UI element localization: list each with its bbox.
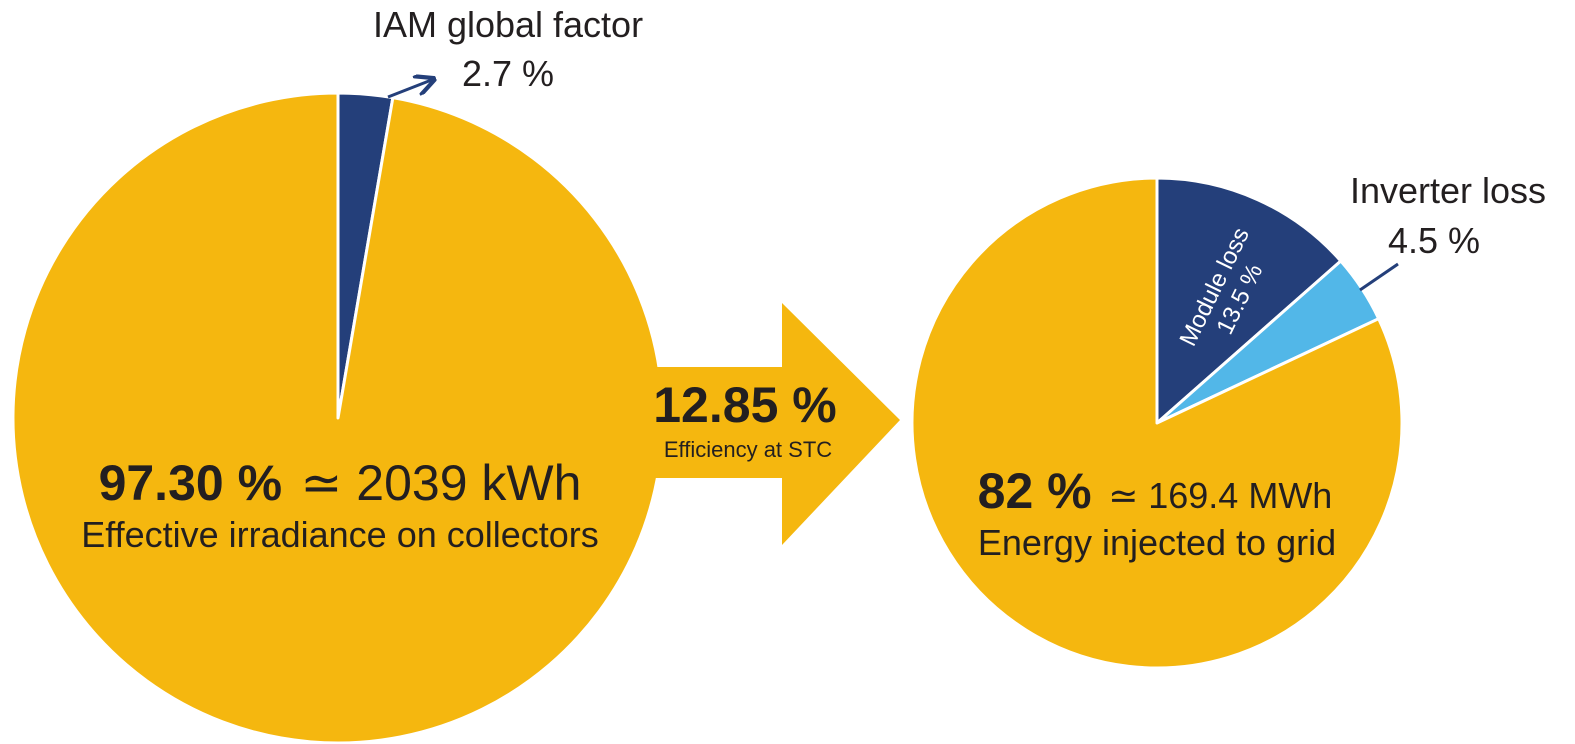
inverter-value: 4.5 % <box>1388 220 1480 261</box>
module-loss-slice <box>1155 176 1343 425</box>
inverter-title: Inverter loss <box>1350 170 1546 211</box>
left-main-approx: ≃ 2039 kWh <box>301 455 582 511</box>
grid-energy-slice <box>910 176 1404 670</box>
right-main-percent: 82 % <box>978 463 1092 519</box>
effective-irradiance-slice <box>11 91 665 744</box>
right-main-label: Energy injected to grid <box>978 522 1336 563</box>
iam-title: IAM global factor <box>373 4 643 45</box>
iam-leader-line <box>387 79 434 99</box>
efficiency-label: Efficiency at STC <box>664 437 832 462</box>
energy-pie <box>910 176 1404 670</box>
efficiency-value: 12.85 % <box>653 377 836 433</box>
efficiency-arrow <box>570 303 900 545</box>
left-main-line: 97.30 % ≃ 2039 kWh <box>99 455 582 511</box>
iam-value: 2.7 % <box>462 53 554 94</box>
left-main-percent: 97.30 % <box>99 455 282 511</box>
right-main-approx: ≃ 169.4 MWh <box>1108 475 1332 516</box>
right-main-line: 82 % ≃ 169.4 MWh <box>978 463 1333 519</box>
left-main-label: Effective irradiance on collectors <box>81 514 599 555</box>
inverter-leader-line <box>1359 262 1399 292</box>
irradiance-pie <box>11 91 665 744</box>
